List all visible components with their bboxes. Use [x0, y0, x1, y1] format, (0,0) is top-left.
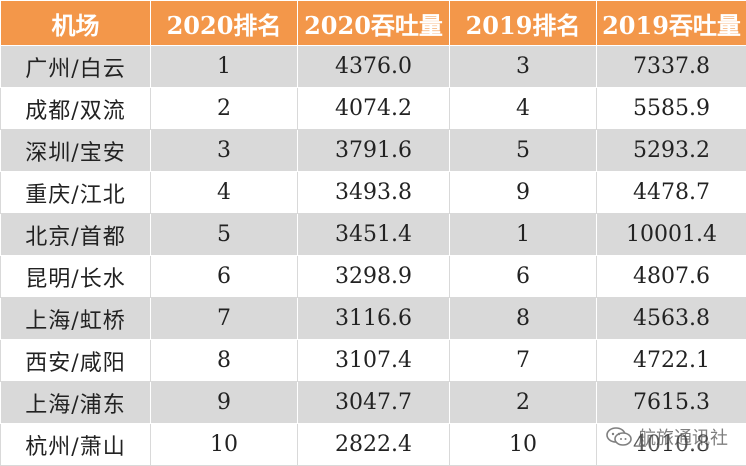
header-cell: 2019吞吐量 — [597, 1, 746, 46]
header-row: 机场 2020排名 2020吞吐量 2019排名 2019吞吐量 — [1, 1, 746, 46]
rank-2020-cell: 8 — [151, 340, 298, 382]
throughput-2019-cell: 4807.6 — [597, 256, 746, 298]
throughput-2020-cell: 2822.4 — [298, 424, 450, 466]
rank-2020-cell: 1 — [151, 46, 298, 88]
throughput-2020-cell: 3298.9 — [298, 256, 450, 298]
throughput-2019-cell: 5585.9 — [597, 88, 746, 130]
rank-2019-cell: 1 — [450, 214, 597, 256]
throughput-2019-cell: 7615.3 — [597, 382, 746, 424]
rank-2019-cell: 10 — [450, 424, 597, 466]
throughput-2020-cell: 4376.0 — [298, 46, 450, 88]
throughput-2019-cell: 4010.8 — [597, 424, 746, 466]
throughput-2020-cell: 3116.6 — [298, 298, 450, 340]
throughput-2020-cell: 3493.8 — [298, 172, 450, 214]
rank-2020-cell: 6 — [151, 256, 298, 298]
rank-2020-cell: 10 — [151, 424, 298, 466]
throughput-2019-cell: 4722.1 — [597, 340, 746, 382]
rank-2020-cell: 4 — [151, 172, 298, 214]
rank-2020-cell: 3 — [151, 130, 298, 172]
airport-name-cell: 上海/浦东 — [1, 382, 151, 424]
airport-name-cell: 深圳/宝安 — [1, 130, 151, 172]
airport-name-cell: 昆明/长水 — [1, 256, 151, 298]
throughput-2020-cell: 3107.4 — [298, 340, 450, 382]
throughput-2019-cell: 10001.4 — [597, 214, 746, 256]
header-cell: 2020排名 — [151, 1, 298, 46]
throughput-2019-cell: 4563.8 — [597, 298, 746, 340]
airport-name-cell: 北京/首都 — [1, 214, 151, 256]
airport-name-cell: 重庆/江北 — [1, 172, 151, 214]
rank-2019-cell: 2 — [450, 382, 597, 424]
header-cell: 2019排名 — [450, 1, 597, 46]
throughput-2020-cell: 3451.4 — [298, 214, 450, 256]
airport-name-cell: 上海/虹桥 — [1, 298, 151, 340]
airport-name-cell: 成都/双流 — [1, 88, 151, 130]
rank-2020-cell: 9 — [151, 382, 298, 424]
throughput-2020-cell: 4074.2 — [298, 88, 450, 130]
throughput-2020-cell: 3047.7 — [298, 382, 450, 424]
rank-2020-cell: 7 — [151, 298, 298, 340]
rank-2019-cell: 7 — [450, 340, 597, 382]
rank-2019-cell: 9 — [450, 172, 597, 214]
airport-name-cell: 广州/白云 — [1, 46, 151, 88]
rank-2019-cell: 6 — [450, 256, 597, 298]
rank-2019-cell: 4 — [450, 88, 597, 130]
rank-2020-cell: 2 — [151, 88, 298, 130]
throughput-2019-cell: 5293.2 — [597, 130, 746, 172]
rank-2020-cell: 5 — [151, 214, 298, 256]
airport-name-cell: 西安/咸阳 — [1, 340, 151, 382]
throughput-2019-cell: 7337.8 — [597, 46, 746, 88]
rank-2019-cell: 5 — [450, 130, 597, 172]
header-cell: 机场 — [1, 1, 151, 46]
rank-2019-cell: 3 — [450, 46, 597, 88]
rank-2019-cell: 8 — [450, 298, 597, 340]
airport-name-cell: 杭州/萧山 — [1, 424, 151, 466]
throughput-2020-cell: 3791.6 — [298, 130, 450, 172]
header-cell: 2020吞吐量 — [298, 1, 450, 46]
throughput-2019-cell: 4478.7 — [597, 172, 746, 214]
